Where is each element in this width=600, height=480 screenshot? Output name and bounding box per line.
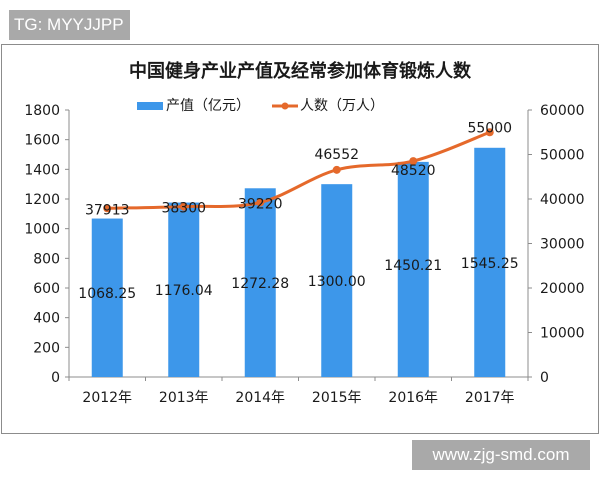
line-marker [103,204,112,213]
bar-data-label: 1450.21 [384,258,442,274]
x-tick-label: 2012年 [82,390,132,406]
bar [474,147,506,377]
legend-line-label: 人数（万人） [300,98,384,114]
y-left-tick-label: 0 [51,370,60,386]
y-right-tick-label: 0 [540,370,549,386]
bar [321,184,353,377]
x-tick-label: 2017年 [465,390,515,406]
line-data-label: 55000 [467,120,512,136]
y-left-tick-label: 1200 [24,192,60,208]
y-right-tick-label: 20000 [540,281,585,297]
line-series [103,128,494,213]
line-marker [332,165,341,174]
y-right-tick-label: 50000 [540,148,585,164]
y-left-tick-label: 1400 [24,162,60,178]
y-right-tick-label: 10000 [540,326,585,342]
line-data-label: 46552 [314,147,359,163]
y-right-tick-label: 60000 [540,103,585,119]
line-marker [409,157,418,166]
bar [397,161,429,377]
chart-frame [1,44,599,434]
bar-data-label: 1272.28 [231,276,289,292]
legend-bar-label: 产值（亿元） [166,98,250,114]
bar [168,202,200,377]
y-right-tick-label: 30000 [540,237,585,253]
line-data-label: 38300 [161,201,206,217]
y-left-tick-label: 800 [33,251,60,267]
line-marker [179,202,188,211]
line-path [107,130,491,210]
line-data-label: 37913 [85,202,130,218]
y-left-tick-label: 1600 [24,133,60,149]
y-left-tick-label: 200 [33,340,60,356]
bar-data-label: 1545.25 [461,256,519,272]
bar [244,188,276,377]
legend-bar-swatch [137,102,163,110]
x-tick-label: 2016年 [388,390,438,406]
y-left-tick-label: 1800 [24,103,60,119]
bar [91,218,123,377]
line-data-label: 39220 [238,196,283,212]
y-left-tick-label: 1000 [24,222,60,238]
x-tick-label: 2015年 [312,390,362,406]
line-marker [256,198,265,207]
data-labels: 37913 38300 39220 46552 48520 55000 1068.25 117… [78,120,518,302]
bar-data-label: 1176.04 [155,283,213,299]
watermark-badge-top: TG: MYYJJPP [9,10,130,40]
y-right-tick-label: 40000 [540,192,585,208]
bar-series [91,147,506,377]
axes: 0 200 400 600 800 1000 1200 1400 1600 1800 0 10000 2… [24,103,584,406]
y-left-tick-label: 400 [33,311,60,327]
chart-title: 中国健身产业产值及经常参加体育锻炼人数 [129,60,472,82]
line-marker [485,128,494,137]
legend-line-marker [281,102,289,110]
x-tick-label: 2013年 [159,390,209,406]
bar-data-label: 1300.00 [308,274,366,290]
y-left-tick-label: 600 [33,281,60,297]
legend: 产值（亿元） 人数（万人） [137,98,384,114]
line-data-label: 48520 [391,163,436,179]
x-tick-label: 2014年 [235,390,285,406]
bar-data-label: 1068.25 [78,286,136,302]
watermark-badge-bottom: www.zjg-smd.com [412,440,590,470]
